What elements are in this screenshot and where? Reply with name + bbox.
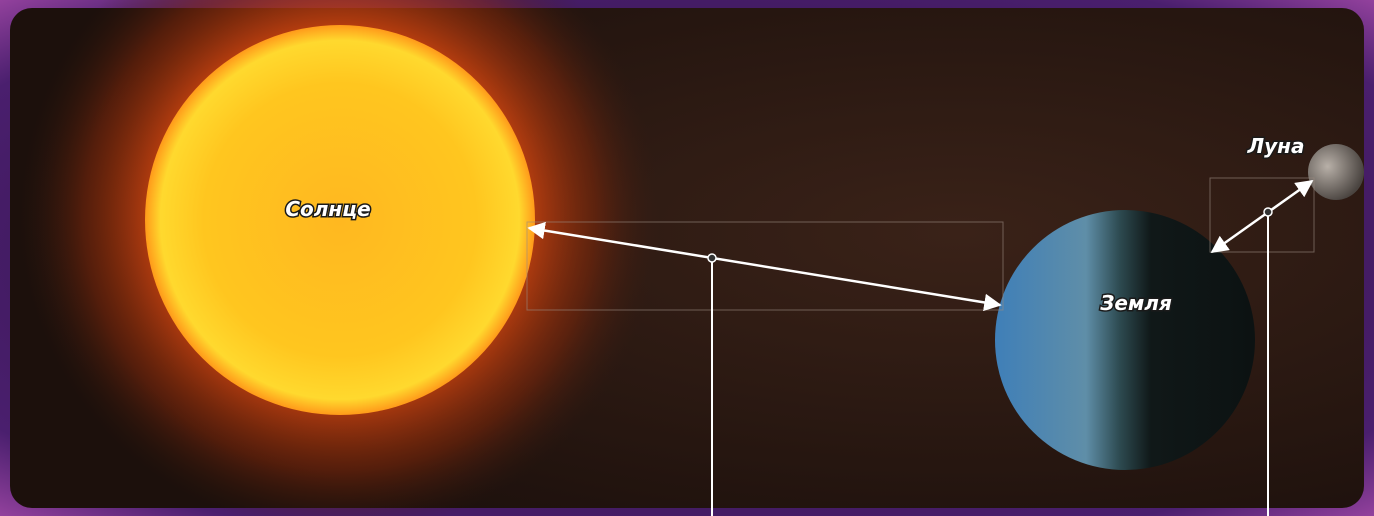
- sun-earth-arrow: [527, 221, 1002, 312]
- sun-label: Солнце: [285, 197, 370, 221]
- moon-label: Луна: [1247, 134, 1305, 158]
- earth-label: Земля: [1099, 291, 1172, 315]
- moon: [1308, 144, 1364, 200]
- earth-moon-arrow: [1210, 179, 1314, 254]
- sun: [145, 25, 535, 415]
- pointer-dot: [707, 253, 717, 263]
- pointer-dot: [1263, 207, 1273, 217]
- earth: [995, 210, 1255, 470]
